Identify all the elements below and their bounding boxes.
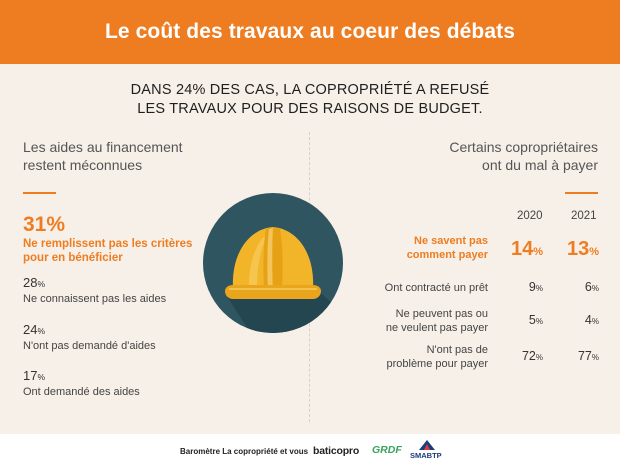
headline-line-1: DANS 24% DES CAS, LA COPROPRIÉTÉ A REFUS… [130, 82, 490, 98]
year-header-2021: 2021 [571, 210, 597, 222]
stat-unit: % [37, 279, 46, 289]
stat-unaware: 28% Ne connaissent pas les aides [23, 275, 223, 306]
stat-label: Ne connaissent pas les aides [23, 293, 167, 305]
row-label-line-1: N'ont pas de [426, 344, 488, 356]
right-column-title: Certains copropriétaires ont du mal à pa… [378, 138, 598, 174]
row-label-line-1: Ne peuvent pas ou [395, 308, 488, 320]
headline-statement: DANS 24% DES CAS, LA COPROPRIÉTÉ A REFUS… [0, 81, 620, 119]
stat-criteria: 31% Ne remplissent pas les critères pour… [23, 213, 223, 265]
left-title-line-1: Les aides au financement [23, 139, 183, 155]
stat-not-requested: 24% N'ont pas demandé d'aides [23, 322, 223, 353]
value-2021: 13% [566, 238, 599, 260]
value-2020: 9% [528, 280, 543, 294]
stat-value: 31% [23, 213, 66, 236]
left-accent-rule [23, 192, 56, 194]
row-label-cannot-pay: Ne peuvent pas ou ne veulent pas payer [348, 307, 488, 335]
row-label-line-1: Ne savent pas [414, 235, 488, 247]
stat-value: 24 [23, 322, 38, 337]
left-column-title: Les aides au financement restent méconnu… [23, 138, 223, 174]
hard-hat-illustration [203, 193, 343, 338]
grdf-logo: GRDF [372, 444, 402, 456]
hard-hat-icon [203, 193, 343, 333]
footer-bar: Baromètre La copropriété et vous baticop… [0, 434, 620, 465]
row-label-line-2: ne veulent pas payer [385, 322, 488, 334]
stat-unit: % [37, 372, 46, 382]
stat-label-line-2: pour en bénéficier [23, 252, 123, 264]
value-2020: 72% [521, 349, 543, 363]
year-header-2020: 2020 [517, 210, 543, 222]
stat-label: N'ont pas demandé d'aides [23, 340, 156, 352]
value-2021: 77% [577, 349, 599, 363]
right-accent-rule [565, 192, 598, 194]
row-label-loan: Ont contracté un prêt [348, 281, 488, 295]
row-label-line-2: problème pour payer [386, 358, 488, 370]
stat-value: 17 [23, 368, 38, 383]
stat-unit: % [37, 326, 46, 336]
left-title-line-2: restent méconnues [23, 157, 143, 173]
value-2021: 4% [584, 313, 599, 327]
right-title-line-2: ont du mal à payer [482, 157, 598, 173]
row-label-no-problem: N'ont pas de problème pour payer [348, 343, 488, 371]
row-label-cannot-pay-how: Ne savent pas comment payer [348, 234, 488, 262]
smabtp-logo: SMABTP [410, 451, 442, 460]
value-2021: 6% [584, 280, 599, 294]
row-label-line-1: Ont contracté un prêt [384, 282, 488, 294]
value-2020: 14% [510, 238, 543, 260]
right-title-line-1: Certains copropriétaires [449, 139, 598, 155]
stat-label: Ont demandé des aides [23, 386, 140, 398]
barometre-label: Baromètre La copropriété et vous [180, 447, 309, 456]
page-title: Le coût des travaux au coeur des débats [104, 20, 516, 43]
smabtp-logo-icon [419, 440, 435, 450]
stat-value: 28 [23, 275, 38, 290]
stat-label-line-1: Ne remplissent pas les critères [23, 238, 193, 250]
headline-line-2: LES TRAVAUX POUR DES RAISONS DE BUDGET. [137, 101, 483, 117]
stat-requested: 17% Ont demandé des aides [23, 368, 223, 399]
value-2020: 5% [528, 313, 543, 327]
row-label-line-2: comment payer [406, 249, 488, 261]
header-banner: Le coût des travaux au coeur des débats [0, 0, 620, 64]
baticopro-logo: baticopro [313, 445, 360, 457]
